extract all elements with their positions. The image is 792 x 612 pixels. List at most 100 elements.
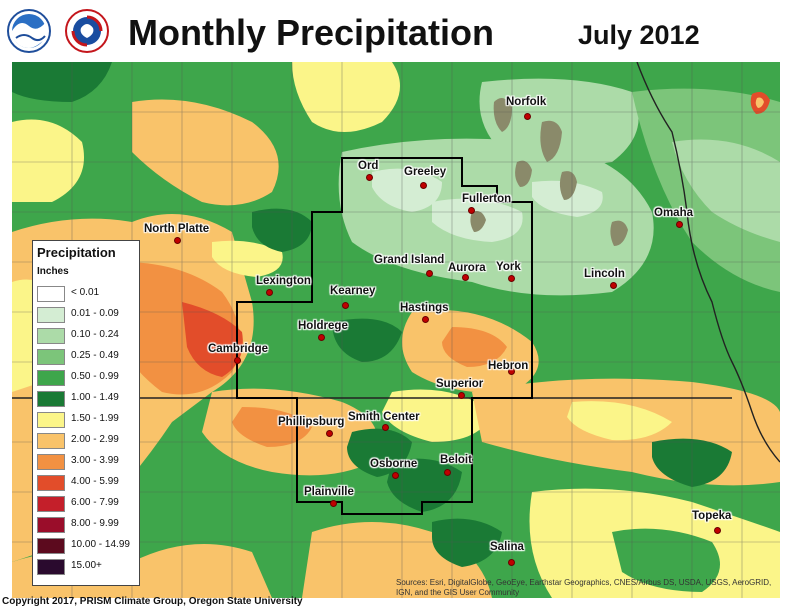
legend-item: 0.01 - 0.09 (37, 307, 137, 323)
city-marker (426, 270, 433, 277)
legend-label: 0.50 - 0.99 (71, 371, 119, 382)
city-marker (392, 472, 399, 479)
city-marker (676, 221, 683, 228)
legend-item: 0.25 - 0.49 (37, 349, 137, 365)
legend-units: Inches (37, 266, 69, 277)
city-label-lincoln: Lincoln (584, 268, 625, 280)
city-marker (234, 357, 241, 364)
wet-spots (470, 92, 770, 246)
city-label-phillipsburg: Phillipsburg (278, 416, 345, 428)
legend-item: 8.00 - 9.99 (37, 517, 137, 533)
city-label-hebron: Hebron (488, 360, 529, 372)
city-marker (524, 113, 531, 120)
city-label-hastings: Hastings (400, 302, 449, 314)
city-label-norfolk: Norfolk (506, 96, 547, 108)
city-label-plainville: Plainville (304, 486, 354, 498)
legend-swatch (37, 454, 65, 470)
dark-wet-patches (12, 62, 732, 567)
city-label-cambridge: Cambridge (208, 343, 269, 355)
city-label-greeley: Greeley (404, 166, 447, 178)
legend-label: 1.50 - 1.99 (71, 413, 119, 424)
legend-swatch (37, 307, 65, 323)
city-marker (462, 274, 469, 281)
legend-item: 1.50 - 1.99 (37, 412, 137, 428)
city-label-lexington: Lexington (256, 275, 311, 287)
city-marker (458, 392, 465, 399)
legend-item: 4.00 - 5.99 (37, 475, 137, 491)
city-marker (714, 527, 721, 534)
city-marker (342, 302, 349, 309)
legend-title: Precipitation (37, 245, 116, 260)
city-marker (266, 289, 273, 296)
city-label-grand-island: Grand Island (374, 254, 445, 266)
city-marker (382, 424, 389, 431)
legend-swatch (37, 559, 65, 575)
legend-label: 4.00 - 5.99 (71, 476, 119, 487)
date-label: July 2012 (578, 20, 700, 50)
city-label-beloit: Beloit (440, 454, 472, 466)
legend-swatch (37, 370, 65, 386)
city-label-salina: Salina (490, 541, 524, 553)
header: Monthly Precipitation July 2012 (0, 0, 792, 62)
city-label-fullerton: Fullerton (462, 193, 512, 205)
legend-label: 2.00 - 2.99 (71, 434, 119, 445)
legend-item: 0.10 - 0.24 (37, 328, 137, 344)
legend-item: 15.00+ (37, 559, 137, 575)
city-marker (508, 368, 515, 375)
city-marker (420, 182, 427, 189)
precipitation-legend: Precipitation Inches < 0.01 0.01 - 0.09 0.… (32, 240, 140, 586)
legend-label: 3.00 - 3.99 (71, 455, 119, 466)
legend-swatch (37, 496, 65, 512)
north-dry-zone (12, 62, 400, 277)
city-marker (318, 334, 325, 341)
cwa-boundary (236, 157, 533, 515)
city-label-kearney: Kearney (330, 285, 376, 297)
legend-swatch (37, 517, 65, 533)
legend-swatch (37, 391, 65, 407)
legend-swatch (37, 349, 65, 365)
city-marker (326, 430, 333, 437)
legend-label: 0.10 - 0.24 (71, 329, 119, 340)
legend-swatch (37, 286, 65, 302)
city-label-omaha: Omaha (654, 207, 693, 219)
city-marker (444, 469, 451, 476)
city-label-smith-center: Smith Center (348, 411, 420, 423)
legend-swatch (37, 412, 65, 428)
legend-item: 1.00 - 1.49 (37, 391, 137, 407)
city-label-holdrege: Holdrege (298, 320, 348, 332)
city-marker (366, 174, 373, 181)
national-weather-service-logo (65, 9, 109, 53)
legend-item: 2.00 - 2.99 (37, 433, 137, 449)
legend-swatch (37, 475, 65, 491)
city-label-north-platte: North Platte (144, 223, 210, 235)
city-label-york: York (496, 261, 521, 273)
map-attribution: Sources: Esri, DigitalGlobe, GeoEye, Ear… (396, 578, 772, 597)
legend-label: 10.00 - 14.99 (71, 539, 130, 550)
legend-item: 3.00 - 3.99 (37, 454, 137, 470)
legend-label: 15.00+ (71, 560, 102, 571)
city-label-aurora: Aurora (448, 262, 486, 274)
legend-label: 1.00 - 1.49 (71, 392, 119, 403)
city-marker (174, 237, 181, 244)
legend-swatch (37, 328, 65, 344)
city-marker (508, 275, 515, 282)
city-label-superior: Superior (436, 378, 484, 390)
legend-item: 10.00 - 14.99 (37, 538, 137, 554)
city-marker (330, 500, 337, 507)
legend-item: 6.00 - 7.99 (37, 496, 137, 512)
legend-label: < 0.01 (71, 287, 100, 298)
city-marker (508, 559, 515, 566)
legend-swatch (37, 538, 65, 554)
city-marker (610, 282, 617, 289)
city-marker (468, 207, 475, 214)
city-marker (422, 316, 429, 323)
legend-item: < 0.01 (37, 286, 137, 302)
legend-label: 8.00 - 9.99 (71, 518, 119, 529)
legend-swatch (37, 433, 65, 449)
page-title: Monthly Precipitation (128, 12, 495, 53)
city-label-topeka: Topeka (692, 510, 732, 522)
noaa-logo (7, 9, 51, 53)
legend-label: 6.00 - 7.99 (71, 497, 119, 508)
city-label-osborne: Osborne (370, 458, 418, 470)
copyright-text: Copyright 2017, PRISM Climate Group, Ore… (2, 596, 303, 607)
